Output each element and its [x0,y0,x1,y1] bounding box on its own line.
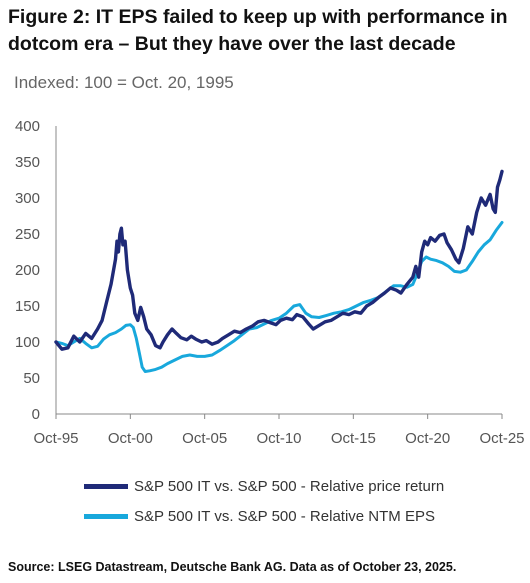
x-tick-label: Oct-10 [256,430,301,447]
chart-title: Figure 2: IT EPS failed to keep up with … [8,6,508,55]
y-tick-label: 300 [15,190,40,207]
x-tick-label: Oct-15 [331,430,376,447]
x-axis: Oct-95 Oct-00 Oct-05 Oct-10 Oct-15 Oct-20 Oct-… [33,413,525,447]
y-tick-label: 150 [15,298,40,315]
legend-entry-eps: S&P 500 IT vs. S&P 500 - Relative NTM EP… [84,504,444,528]
y-tick-label: 0 [32,406,40,423]
x-tick-label: Oct-95 [33,430,78,447]
series-layer [54,169,504,373]
y-tick-label: 350 [15,154,40,171]
legend-entry-price: S&P 500 IT vs. S&P 500 - Relative price … [84,474,444,498]
x-tick-label: Oct-25 [479,430,524,447]
y-tick-label: 100 [15,334,40,351]
legend-swatch-price [84,483,128,489]
y-tick-label: 50 [23,370,40,387]
x-tick-label: Oct-05 [182,430,227,447]
chart-subtitle: Indexed: 100 = Oct. 20, 1995 [14,73,234,92]
legend-label-price: S&P 500 IT vs. S&P 500 - Relative price … [134,477,445,495]
x-tick-label: Oct-20 [405,430,450,447]
series-line-eps [54,221,504,373]
y-tick-label: 250 [15,226,40,243]
series-line-price [54,169,504,351]
source-note: Source: LSEG Datastream, Deutsche Bank A… [8,560,457,574]
y-axis: 0 50 100 150 200 250 300 350 400 [15,118,57,423]
legend: S&P 500 IT vs. S&P 500 - Relative price … [84,474,444,534]
legend-label-eps: S&P 500 IT vs. S&P 500 - Relative NTM EP… [134,507,435,525]
y-tick-label: 200 [15,262,40,279]
y-tick-label: 400 [15,118,40,135]
legend-swatch-eps [84,513,128,519]
x-tick-label: Oct-00 [108,430,153,447]
